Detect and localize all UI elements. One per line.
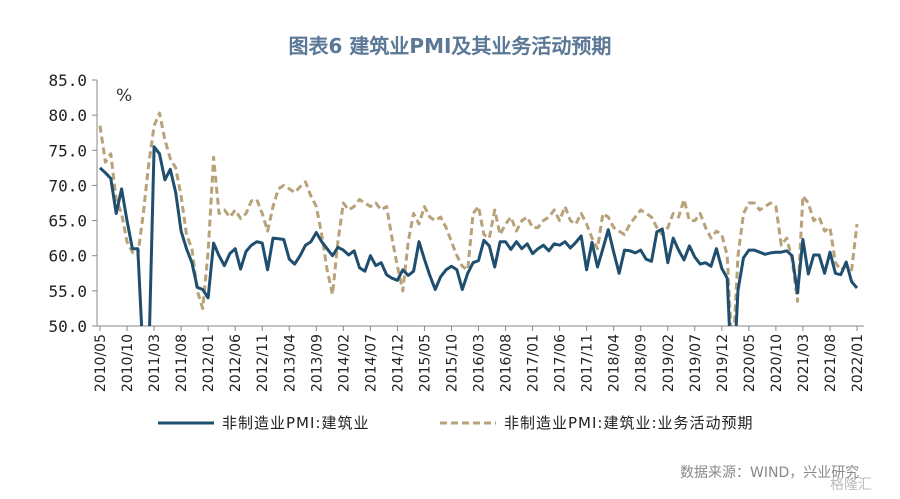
y-tick-label: 55.0 <box>48 282 87 301</box>
legend-label: 非制造业PMI:建筑业:业务活动预期 <box>504 414 754 432</box>
x-tick-label: 2013/09 <box>309 334 325 392</box>
x-tick-label: 2018/09 <box>634 334 650 392</box>
x-tick-label: 2021/08 <box>823 334 839 392</box>
x-tick-label: 2017/11 <box>580 334 596 392</box>
y-unit-label: % <box>116 86 132 106</box>
y-tick-label: 60.0 <box>48 247 87 266</box>
legend-item-construction-pmi: 非制造业PMI:建筑业 <box>158 412 369 433</box>
x-tick-label: 2014/02 <box>336 334 352 392</box>
legend-dashed-line-icon <box>440 421 496 424</box>
x-tick-label: 2020/05 <box>742 334 758 392</box>
y-tick-label: 65.0 <box>48 212 87 231</box>
legend-item-business-expectation: 非制造业PMI:建筑业:业务活动预期 <box>440 412 754 433</box>
x-tick-label: 2013/04 <box>282 334 298 392</box>
x-tick-label: 2016/03 <box>472 334 488 392</box>
y-tick-label: 70.0 <box>48 176 87 195</box>
x-tick-label: 2017/06 <box>553 334 569 392</box>
legend-label: 非制造业PMI:建筑业 <box>222 414 370 432</box>
x-tick-label: 2019/12 <box>715 334 731 392</box>
x-tick-label: 2011/08 <box>174 334 190 392</box>
x-tick-label: 2010/05 <box>93 334 109 392</box>
x-tick-label: 2015/05 <box>417 334 433 392</box>
legend-solid-line-icon <box>158 421 214 424</box>
source-note: 数据来源：WIND，兴业研究 <box>680 465 860 481</box>
y-tick-label: 75.0 <box>48 141 87 160</box>
x-tick-label: 2012/01 <box>201 334 217 392</box>
x-tick-label: 2010/10 <box>120 334 136 392</box>
x-tick-label: 2014/12 <box>390 334 406 392</box>
x-tick-label: 2014/07 <box>363 334 379 392</box>
x-tick-label: 2012/11 <box>255 334 271 392</box>
y-tick-label: 85.0 <box>48 71 87 90</box>
chart-title: 图表6 建筑业PMI及其业务活动预期 <box>288 34 612 58</box>
series-line-construction-pmi <box>98 145 859 326</box>
line-chart: 85.0 80.0 75.0 70.0 65.0 60.0 55.0 50.0 2010/05 2… <box>48 71 866 392</box>
x-tick-label: 2016/08 <box>499 334 515 392</box>
x-tick-label: 2019/07 <box>688 334 704 392</box>
watermark-logo: 格隆汇 <box>830 477 872 493</box>
y-tick-label: 50.0 <box>48 317 87 336</box>
series-line-business-expectation <box>98 111 859 326</box>
x-tick-label: 2020/10 <box>769 334 785 392</box>
x-tick-label: 2017/01 <box>526 334 542 392</box>
x-tick-label: 2015/10 <box>444 334 460 392</box>
y-tick-label: 80.0 <box>48 106 87 125</box>
x-tick-label: 2021/03 <box>796 334 812 392</box>
x-tick-label: 2011/03 <box>147 334 163 392</box>
x-tick-label: 2019/02 <box>661 334 677 392</box>
x-tick-label: 2012/06 <box>228 334 244 392</box>
x-tick-label: 2018/04 <box>607 334 623 392</box>
x-tick-label: 2022/01 <box>850 334 866 392</box>
